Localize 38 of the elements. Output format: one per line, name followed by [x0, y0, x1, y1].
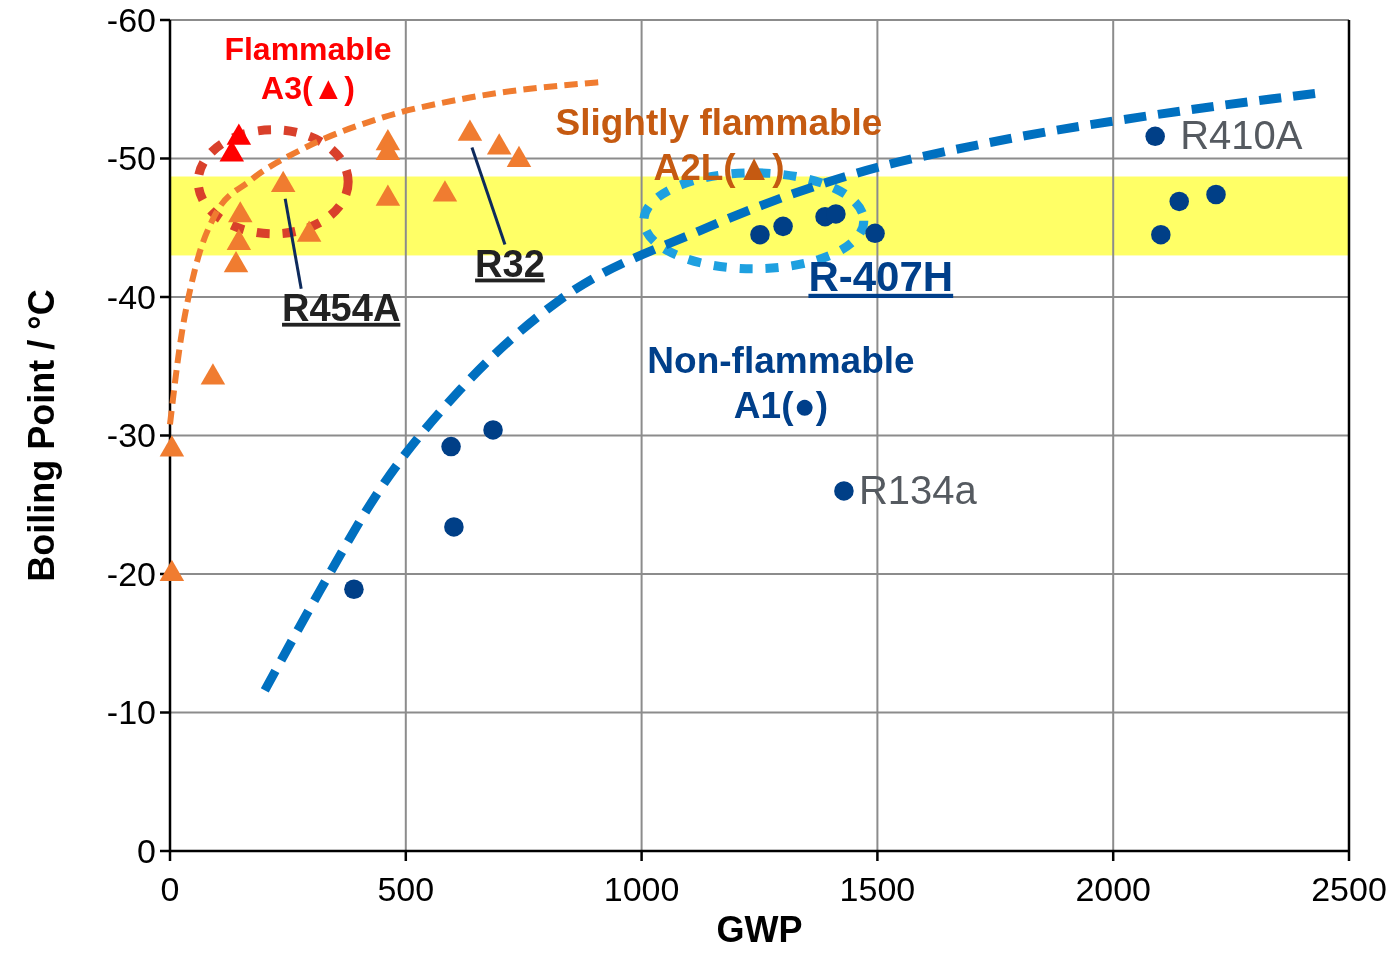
y-tick-label: -30: [106, 416, 156, 455]
y-tick-label: -50: [106, 139, 156, 178]
point: [270, 170, 296, 192]
point: [444, 517, 464, 537]
x-tick-label: 2500: [1311, 870, 1387, 908]
x-axis-title: GWP: [716, 909, 803, 950]
x-tick-label: 500: [377, 870, 435, 908]
point: [226, 123, 252, 145]
x-tick-label: 1500: [839, 870, 916, 908]
point: [344, 579, 364, 599]
annotation: Non-flammable A1(●): [647, 340, 915, 427]
point: [200, 363, 226, 385]
annotation: Flammable A3(▲): [224, 31, 392, 107]
point: [226, 228, 252, 251]
point: [834, 481, 854, 501]
annotation: R410A: [1180, 113, 1303, 158]
y-axis-title: Boiling Point / °C: [21, 289, 62, 582]
annotation: R454A: [282, 286, 401, 329]
annotation: R-407H: [808, 252, 954, 300]
point: [223, 251, 249, 273]
point: [486, 133, 512, 155]
point: [296, 220, 322, 242]
x-tick-label: 0: [160, 870, 180, 908]
annotation: R32: [475, 242, 545, 285]
y-tick-label: -10: [106, 693, 156, 732]
y-tick-label: -40: [106, 277, 156, 316]
x-tick-label: 1000: [603, 870, 680, 908]
x-tick-label: 2000: [1075, 870, 1152, 908]
point: [432, 180, 458, 202]
point: [506, 145, 532, 167]
y-tick-label: -60: [106, 0, 156, 39]
point: [375, 184, 401, 206]
y-tick-label: 0: [137, 831, 156, 870]
point: [441, 436, 461, 457]
y-tick-label: -20: [106, 554, 156, 593]
point: [228, 201, 253, 223]
point: [483, 420, 503, 440]
point: [457, 119, 483, 141]
